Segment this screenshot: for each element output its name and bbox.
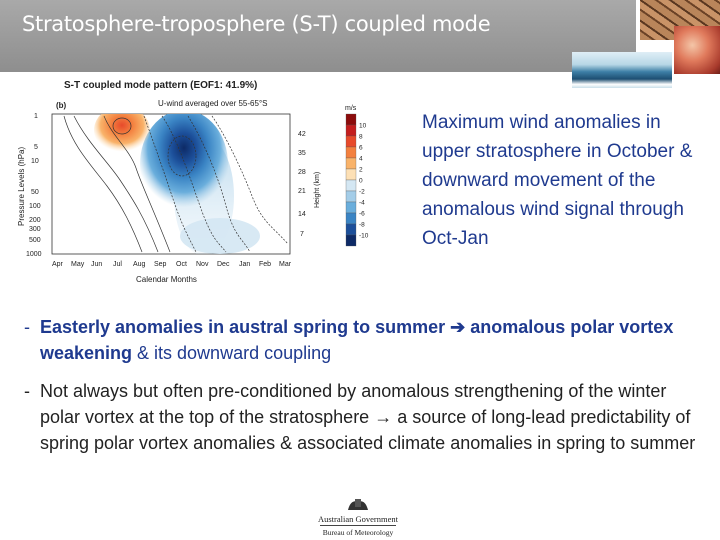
- bullet-dash: -: [24, 317, 30, 337]
- contour-line: [73, 115, 159, 253]
- height-tick: 7: [300, 231, 304, 238]
- bom-logo: Australian Government Bureau of Meteorol…: [312, 496, 404, 540]
- colorbar-swatch: [345, 201, 357, 214]
- bullet-item: - Not always but often pre-conditioned b…: [24, 378, 704, 456]
- coupled-mode-figure: S-T coupled mode pattern (EOF1: 41.9%) (…: [17, 80, 369, 284]
- colorbar-label: 0: [359, 178, 363, 185]
- colorbar-label: -8: [359, 222, 365, 229]
- colorbar-label: -4: [359, 200, 365, 207]
- height-tick: 14: [298, 211, 306, 218]
- colorbar-swatch: [345, 157, 357, 170]
- height-tick: 42: [298, 131, 306, 138]
- colorbar-swatch: [345, 212, 357, 225]
- month-tick: Oct: [176, 261, 187, 268]
- colorbar-label: 4: [359, 156, 363, 163]
- pressure-tick: 1000: [26, 251, 42, 258]
- figure-caption: Maximum wind anomalies in upper stratosp…: [422, 112, 693, 249]
- colorbar-label: 6: [359, 145, 363, 152]
- height-tick: 35: [298, 150, 306, 157]
- contour-line: [161, 115, 227, 253]
- contour-line: [167, 135, 197, 177]
- pressure-tick: 5: [34, 144, 38, 151]
- easterly-anomaly-shading: [140, 114, 228, 218]
- contour-line: [63, 115, 143, 253]
- blue-lower-shading: [180, 218, 260, 254]
- colorbar-label: 8: [359, 134, 363, 141]
- month-tick: Jan: [239, 261, 250, 268]
- bullet-text: vortex weakening: [40, 317, 674, 363]
- x-axis-label: Calendar Months: [136, 275, 197, 284]
- height-tick: 21: [298, 188, 306, 195]
- right-arrow-icon: ➔: [450, 317, 466, 337]
- contour-line: [103, 115, 171, 253]
- right-axis-label: Height (km): [314, 172, 321, 208]
- month-tick: Feb: [259, 261, 271, 268]
- figure-title: S-T coupled mode pattern (EOF1: 41.9%): [64, 80, 257, 91]
- colorbar-swatch: [345, 223, 357, 236]
- right-arrow-icon: →: [374, 407, 393, 427]
- logo-bureau-text: Bureau of Meteorology: [322, 528, 394, 537]
- contour-line: [187, 115, 251, 253]
- colorbar-label: -10: [359, 233, 369, 240]
- height-ticks: 42 35 28 21 14 7: [298, 131, 306, 238]
- left-axis-label: Pressure Levels (hPa): [17, 147, 26, 226]
- bullet-dash: -: [24, 381, 30, 401]
- pressure-tick: 10: [31, 158, 39, 165]
- month-tick: Jul: [113, 261, 122, 268]
- pressure-tick: 500: [29, 237, 41, 244]
- colorbar-swatch: [345, 179, 357, 192]
- panel-label: (b): [56, 101, 67, 110]
- bullet-text: a source of long-lead predictability of …: [40, 407, 696, 453]
- bullet-text: Not always but often pre-conditioned by …: [40, 381, 667, 427]
- colorbar-label: 2: [359, 167, 363, 174]
- month-tick: Apr: [52, 261, 64, 268]
- bullet-text: & its downward coupling: [132, 343, 332, 363]
- pressure-tick: 50: [31, 189, 39, 196]
- colorbar-unit: m/s: [345, 105, 357, 112]
- bullet-text: anomalous polar: [465, 317, 615, 337]
- colorbar-label: -2: [359, 189, 365, 196]
- colorbar-swatch: [345, 124, 357, 137]
- pressure-tick: 100: [29, 203, 41, 210]
- month-tick: Jun: [91, 261, 102, 268]
- pressure-ticks: 1 5 10 50 100 200 300 500 1000: [26, 113, 42, 258]
- month-ticks: Apr May Jun Jul Aug Sep Oct Nov Dec Jan …: [52, 261, 292, 268]
- colorbar-swatch: [345, 146, 357, 159]
- pressure-tick: 300: [29, 226, 41, 233]
- title-bar: Stratosphere-troposphere (S-T) coupled m…: [0, 0, 636, 72]
- month-tick: May: [71, 261, 85, 268]
- logo-divider: [320, 525, 396, 526]
- storm-cloud-photo: [674, 26, 720, 74]
- contour-line: [112, 117, 132, 135]
- figure-subtitle: U-wind averaged over 55-65°S: [158, 99, 267, 108]
- month-tick: Sep: [154, 261, 167, 268]
- slide-title: Stratosphere-troposphere (S-T) coupled m…: [22, 12, 491, 36]
- westerly-anomaly-shading: [94, 114, 150, 154]
- pressure-tick: 200: [29, 217, 41, 224]
- colorbar-swatch: [345, 113, 357, 126]
- bullet-list: - Easterly anomalies in austral spring t…: [24, 314, 704, 468]
- month-tick: Nov: [196, 261, 209, 268]
- bullet-text: Easterly anomalies in austral spring to …: [40, 317, 446, 337]
- logo-government-text: Australian Government: [317, 514, 399, 524]
- month-tick: Mar: [279, 261, 292, 268]
- colorbar-label: -6: [359, 211, 365, 218]
- contour-line: [211, 115, 289, 245]
- colorbar-swatch: [345, 190, 357, 203]
- ocean-wave-photo: [572, 52, 672, 88]
- colorbar-label: 10: [359, 123, 367, 130]
- colorbar-swatch: [345, 168, 357, 181]
- month-tick: Dec: [217, 261, 230, 268]
- coat-of-arms-icon: [348, 499, 368, 510]
- month-tick: Aug: [133, 261, 146, 268]
- colorbar: 10 8 6 4 2 0 -2 -4 -6 -8 -10: [345, 113, 369, 247]
- height-tick: 28: [298, 169, 306, 176]
- pressure-tick: 1: [34, 113, 38, 120]
- colorbar-swatch: [345, 234, 357, 247]
- colorbar-swatch: [345, 135, 357, 148]
- contour-line: [143, 115, 197, 253]
- bullet-item: - Easterly anomalies in austral spring t…: [24, 314, 704, 366]
